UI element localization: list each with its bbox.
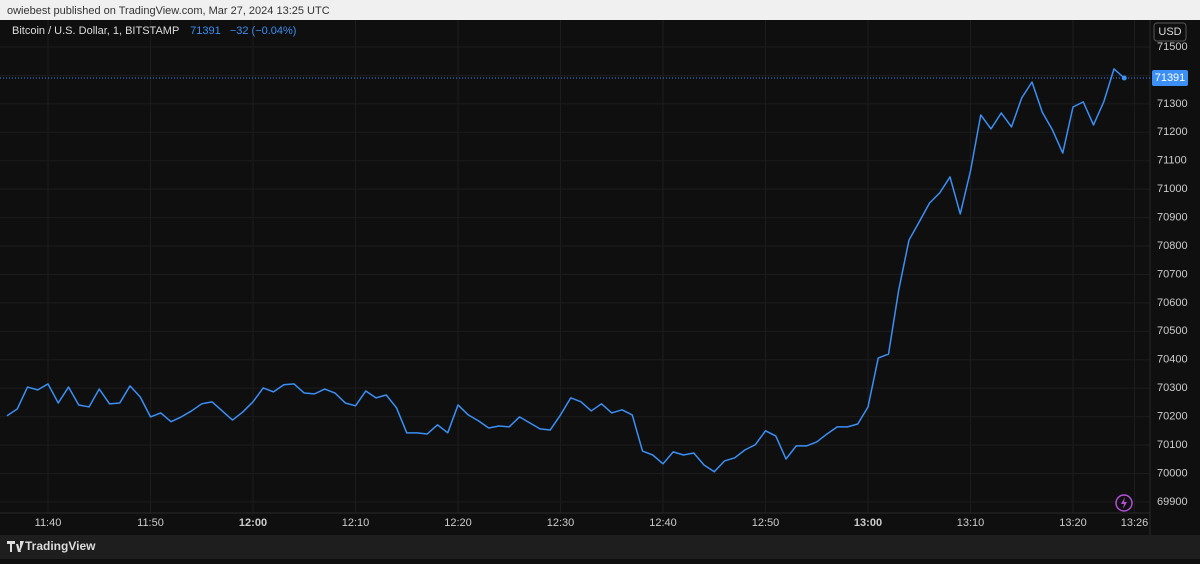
y-tick-label: 70700 [1157,268,1188,280]
legend: Bitcoin / U.S. Dollar, 1, BITSTAMP 71391… [12,25,296,37]
y-tick-label: 70500 [1157,325,1188,337]
y-tick-label: 71000 [1157,183,1188,195]
x-tick-label: 12:50 [752,517,780,529]
x-tick-label: 11:40 [35,517,62,529]
y-tick-label: 70200 [1157,411,1188,423]
y-tick-label: 70600 [1157,297,1188,309]
y-tick-label: 70400 [1157,354,1188,366]
flash-icon [1121,497,1127,509]
last-point [1121,75,1127,81]
price-change: −32 (−0.04%) [230,25,297,37]
price-tag [1152,70,1188,86]
currency-box [1153,22,1187,42]
header-text: owiebest published on TradingView.com, M… [7,5,330,17]
y-tick-label: 70300 [1157,382,1188,394]
x-tick-label: 13:00 [854,517,882,529]
price-line [6,68,1125,473]
x-tick-label: 12:00 [239,517,267,529]
footer-bar [0,535,1200,559]
y-tick-label: 70000 [1157,467,1188,479]
y-tick-label: 70800 [1157,240,1188,252]
flash-icon[interactable] [1115,494,1133,512]
y-tick-label: 70100 [1157,439,1188,451]
x-tick-label: 12:30 [547,517,575,529]
x-tick-label: 12:10 [342,517,370,529]
x-tick-label: 12:20 [444,517,472,529]
currency: USD [1158,26,1181,38]
price-tag-label: 71391 [1155,72,1186,84]
y-tick-label: 71100 [1157,155,1187,167]
y-tick-label: 71500 [1157,41,1188,53]
last-price: 71391 [190,25,221,37]
footer-text: TradingView [25,539,96,553]
x-tick-label: 13:26 [1121,517,1149,529]
logo-icon [7,541,24,552]
y-tick-label: 71300 [1157,98,1188,110]
y-tick-label: 70900 [1157,212,1188,224]
chart-title: Bitcoin / U.S. Dollar, 1, BITSTAMP [12,25,179,37]
x-tick-label: 12:40 [649,517,677,529]
x-tick-label: 13:10 [957,517,985,529]
x-tick-label: 11:50 [137,517,164,529]
header-bar [0,0,1200,20]
y-tick-label: 69900 [1157,496,1188,508]
y-tick-label: 71200 [1157,126,1188,138]
chart-bg [0,20,1200,535]
x-tick-label: 13:20 [1059,517,1087,529]
